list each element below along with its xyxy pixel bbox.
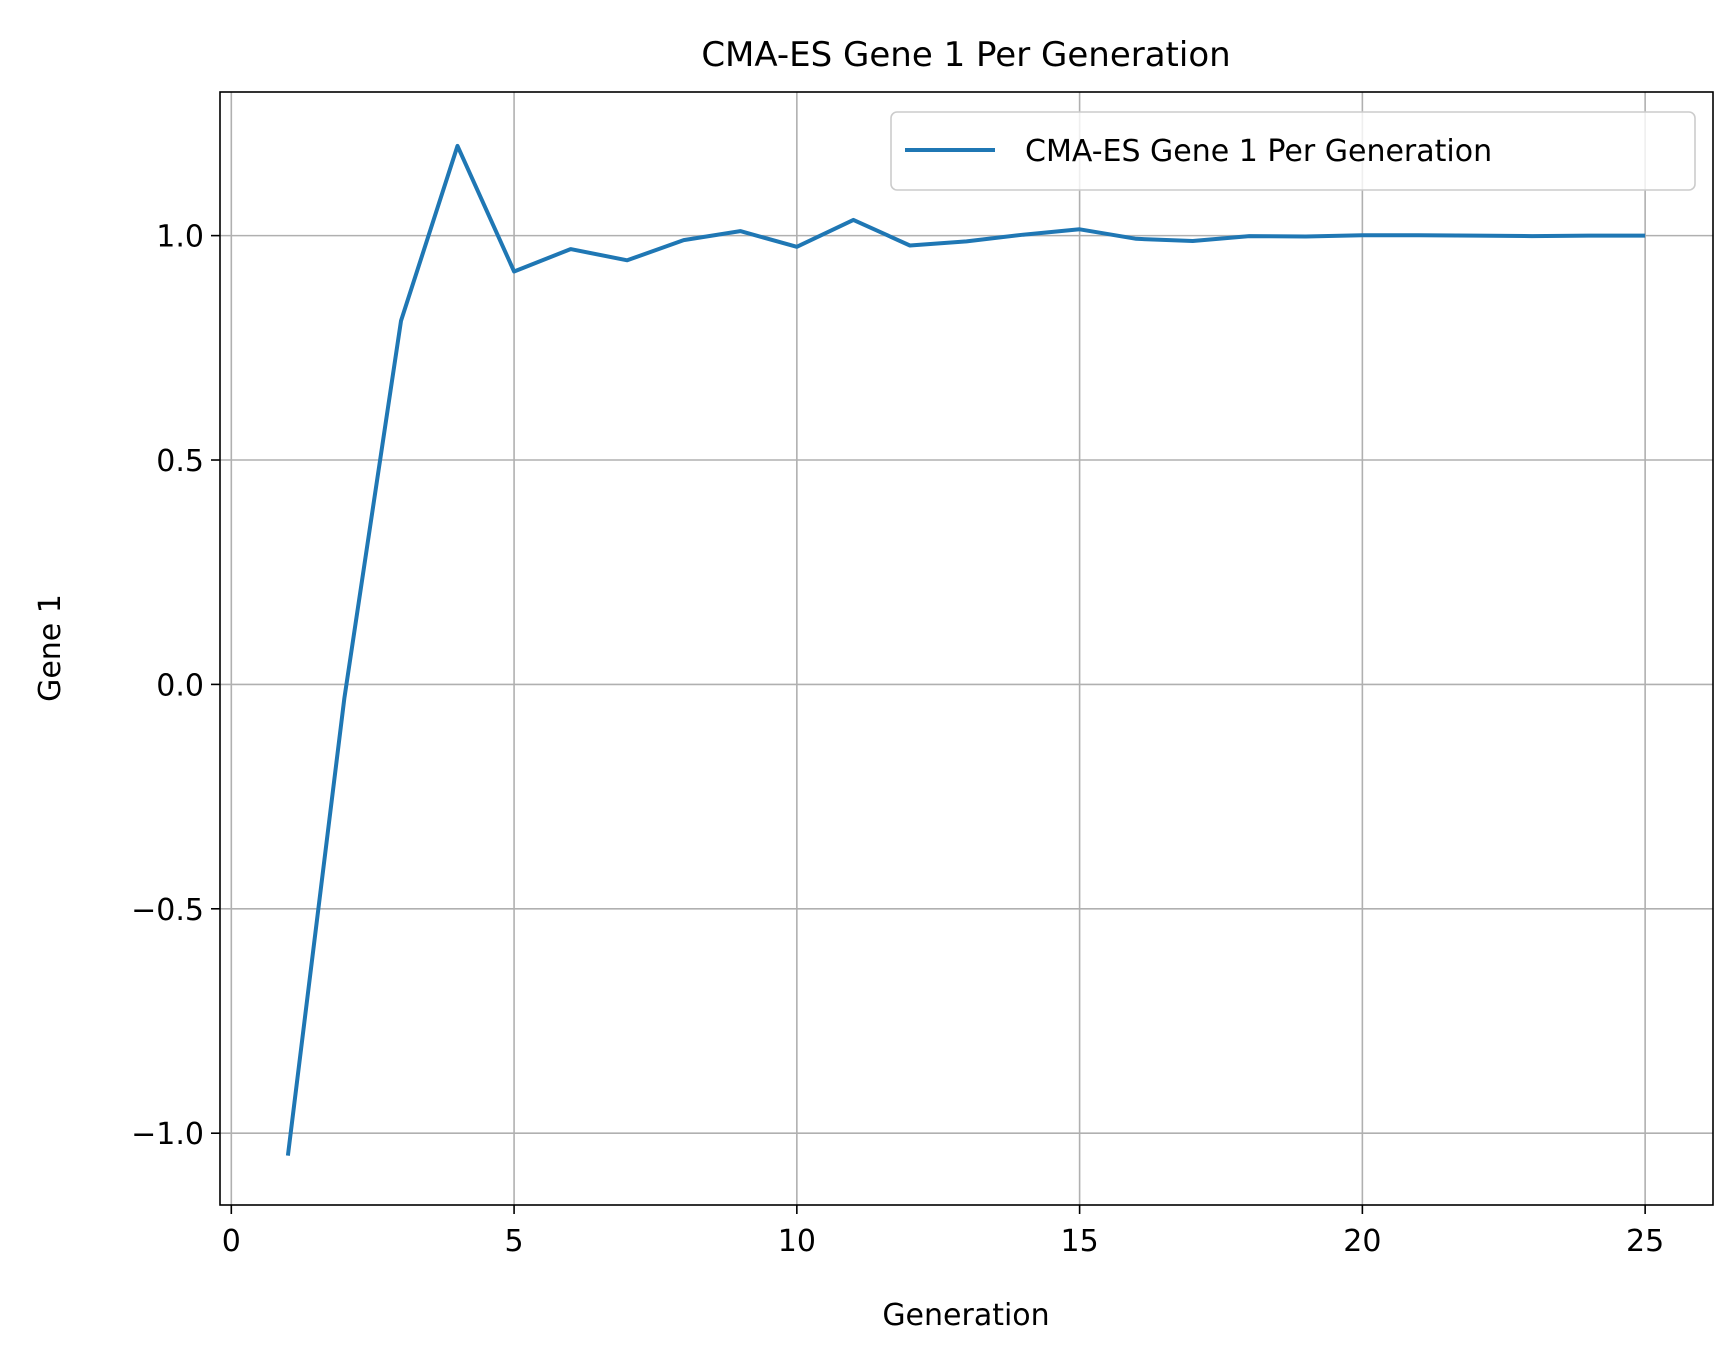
y-tick-label: −0.5 bbox=[131, 893, 204, 928]
legend-box bbox=[890, 111, 1696, 191]
x-tick-label: 0 bbox=[222, 1224, 241, 1259]
series-line bbox=[285, 143, 1646, 1156]
series-layer bbox=[285, 143, 1646, 1156]
legend-label: CMA-ES Gene 1 Per Generation bbox=[1025, 134, 1492, 169]
x-tick-label: 25 bbox=[1626, 1224, 1664, 1259]
x-tick-label: 5 bbox=[505, 1224, 524, 1259]
y-axis-label: Gene 1 bbox=[33, 594, 68, 702]
x-tick-label: 10 bbox=[778, 1224, 816, 1259]
x-axis-label: Generation bbox=[882, 1298, 1049, 1333]
x-tick-label: 20 bbox=[1343, 1224, 1381, 1259]
x-tick-label: 15 bbox=[1061, 1224, 1099, 1259]
y-tick-label: 0.5 bbox=[156, 444, 204, 479]
plot-frame bbox=[219, 91, 1714, 1206]
legend: CMA-ES Gene 1 Per Generation bbox=[890, 111, 1696, 191]
y-tick-label: 0.0 bbox=[156, 668, 204, 703]
y-tick-label: −1.0 bbox=[131, 1117, 204, 1152]
y-axis: −1.0 −0.5 0.0 0.5 1.0 bbox=[131, 220, 220, 1152]
y-tick-label: 1.0 bbox=[156, 220, 204, 255]
grid bbox=[220, 92, 1713, 1205]
x-axis: 0 5 10 15 20 25 bbox=[222, 1205, 1664, 1259]
chart-title: CMA-ES Gene 1 Per Generation bbox=[701, 35, 1230, 75]
